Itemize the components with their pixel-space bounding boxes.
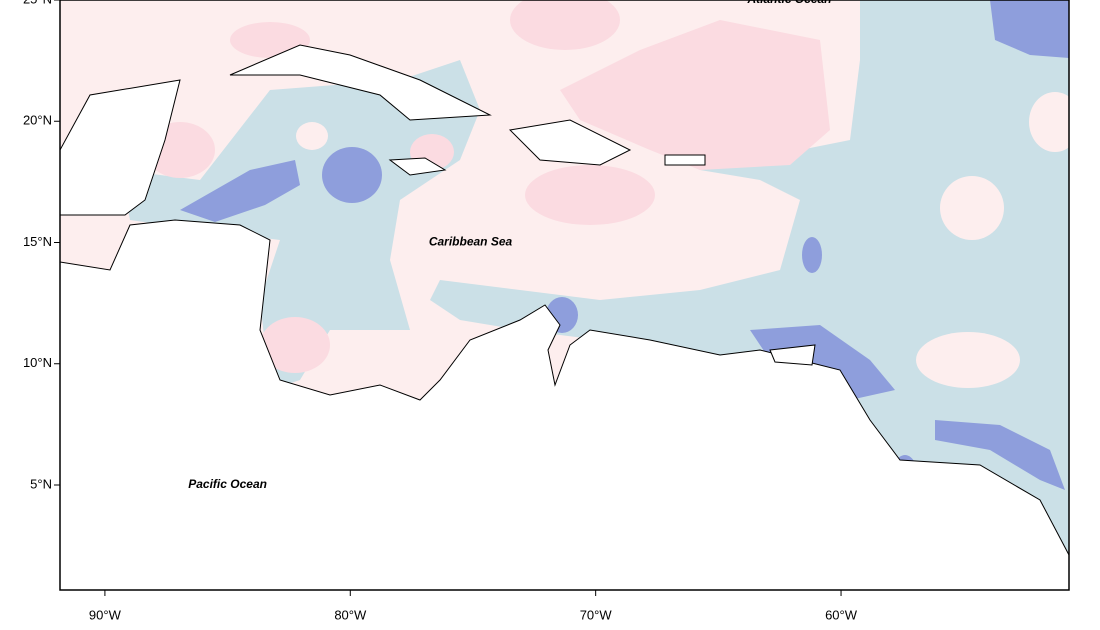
x-tick-label: 90°W	[89, 607, 122, 622]
place-label: Pacific Ocean	[188, 477, 267, 491]
land	[769, 344, 816, 366]
anomaly-zone	[750, 325, 895, 400]
anomaly-zone	[260, 317, 330, 373]
land	[60, 219, 1069, 590]
anomaly-zone	[510, 0, 620, 50]
anomaly-zone	[180, 160, 300, 222]
anomaly-zone	[1029, 92, 1069, 152]
y-tick-label: 25°N	[23, 0, 52, 6]
y-tick-label: 20°N	[23, 113, 52, 128]
land	[508, 119, 632, 166]
y-tick-label: 10°N	[23, 355, 52, 370]
land	[388, 157, 447, 176]
x-tick-label: 60°W	[825, 607, 858, 622]
land	[60, 79, 181, 216]
y-tick-label: 5°N	[30, 476, 52, 491]
anomaly-zone	[296, 122, 328, 150]
anomaly-zone	[322, 147, 382, 203]
map-layers	[60, 0, 1069, 590]
anomaly-zone	[916, 332, 1020, 388]
anomaly-zone	[560, 20, 830, 170]
place-label: Caribbean Sea	[429, 235, 513, 249]
anomaly-zone	[990, 0, 1069, 58]
anomaly-zone	[935, 420, 1065, 490]
x-tick-label: 70°W	[580, 607, 613, 622]
land	[229, 44, 492, 121]
anomaly-zone	[940, 176, 1004, 240]
map-frame	[59, 0, 1070, 591]
anomaly-zone	[525, 165, 655, 225]
anomaly-zone	[430, 0, 1069, 590]
land	[664, 154, 706, 166]
anomaly-zone	[120, 60, 480, 390]
anomaly-zone	[802, 237, 822, 273]
place-label: Atlantic Ocean	[746, 0, 831, 6]
y-tick-label: 15°N	[23, 234, 52, 249]
x-tick-label: 80°W	[334, 607, 367, 622]
